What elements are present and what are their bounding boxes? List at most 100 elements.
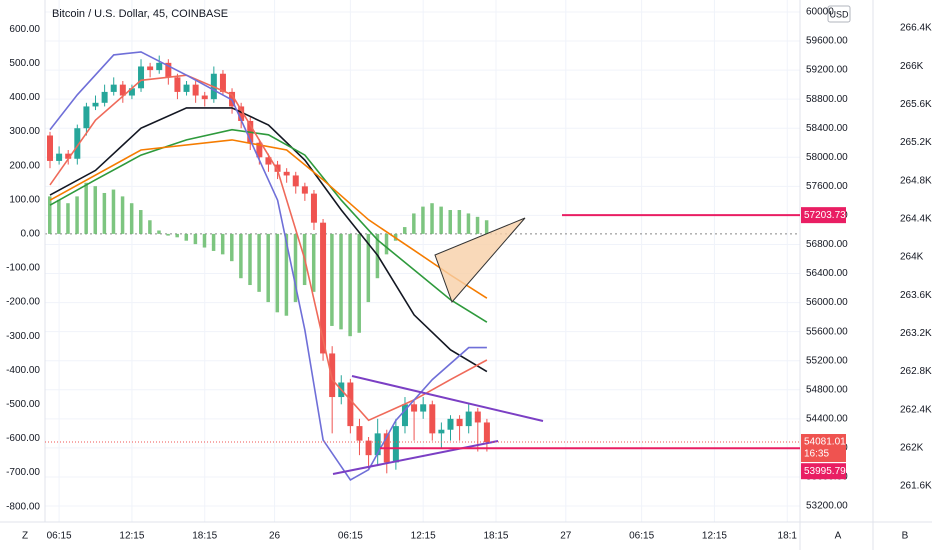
y-tick-label: 54800.00 [806, 384, 848, 395]
candle-body [274, 164, 281, 172]
y2-tick-label: -700.00 [6, 467, 40, 478]
histogram-bar [439, 206, 443, 234]
histogram-bar [157, 230, 161, 234]
support-tag [801, 463, 846, 480]
histogram-bar [220, 233, 225, 255]
y2-tick-label: -300.00 [6, 331, 40, 342]
x-tick-label: 12:15 [702, 531, 727, 542]
y2-tick-label: 600.00 [9, 24, 40, 35]
x-tick-label: 18:15 [483, 531, 508, 542]
histogram-bar [211, 233, 216, 251]
candle-body [256, 142, 263, 158]
histogram-bar [412, 213, 416, 234]
y-tick-label: 53200.00 [806, 501, 848, 512]
triangle-drawing [434, 217, 526, 303]
trendline [351, 375, 544, 422]
histogram-bar [66, 203, 70, 234]
level-tag [801, 207, 846, 224]
histogram-bar [175, 233, 179, 238]
candle-body [447, 418, 454, 430]
y3-tick-label: 265.6K [900, 99, 932, 110]
histogram-bar [475, 216, 480, 234]
candle-body [483, 422, 490, 443]
y-tick-label: 60000 [806, 7, 834, 18]
candle-body [401, 404, 408, 427]
candle-body [420, 404, 427, 412]
candle-body [101, 91, 108, 103]
x-tick-label: 06:15 [629, 531, 654, 542]
y2-tick-label: -500.00 [6, 399, 40, 410]
candle-body [147, 66, 154, 71]
y3-tick-label: 264.8K [900, 175, 932, 186]
histogram-bar [111, 189, 116, 234]
histogram-bar [384, 233, 389, 255]
currency[interactable]: USD [829, 9, 849, 19]
trendline [332, 440, 499, 475]
y3-tick-label: 262.8K [900, 366, 932, 377]
candle-body [165, 62, 172, 78]
candle-body [374, 433, 381, 456]
candle-body [301, 186, 308, 194]
histogram-bar [57, 199, 61, 234]
currency-box[interactable] [827, 5, 851, 23]
indicator-line [49, 139, 488, 299]
candle-body [56, 153, 63, 161]
candle-body [474, 411, 481, 423]
x-tick-label: 06:15 [47, 531, 72, 542]
histogram-bar [484, 220, 489, 234]
y2-tick-label: 400.00 [9, 92, 40, 103]
candle-body [265, 157, 272, 165]
y3-tick-label: 266K [900, 61, 924, 72]
candle-body [465, 411, 472, 427]
candle-body [320, 222, 327, 354]
candle-body [119, 84, 126, 96]
candle-body [310, 193, 317, 223]
histogram-bar [248, 233, 252, 286]
x-tick-label: 12:15 [119, 531, 144, 542]
y3-tick-label: 264K [900, 252, 924, 263]
histogram-bar [239, 233, 243, 279]
candle-body [65, 153, 72, 159]
candle-body [292, 175, 299, 187]
y3-tick-label: 264.4K [900, 213, 932, 224]
y2-tick-label: -600.00 [6, 433, 40, 444]
histogram-bar [257, 233, 261, 292]
y2-tick-label: 200.00 [9, 160, 40, 171]
indicator-line [49, 51, 487, 481]
y-tick-label: 58400.00 [806, 123, 848, 134]
candle-body [92, 102, 99, 107]
histogram-bar [48, 196, 52, 234]
x-tick-label: 06:15 [338, 531, 363, 542]
timezone-marker[interactable]: Z [22, 531, 28, 542]
y2-tick-label: -200.00 [6, 297, 40, 308]
candle-body [347, 382, 354, 427]
candle-body [392, 426, 399, 463]
auto-scale-button[interactable]: A [835, 531, 842, 542]
x-tick-label: 26 [269, 531, 281, 542]
histogram-bar [193, 233, 198, 245]
candle-body [183, 84, 190, 92]
x-tick-label: 18:1 [778, 531, 798, 542]
histogram-bar [421, 206, 425, 234]
histogram-bar [457, 210, 462, 234]
chart-title: Bitcoin / U.S. Dollar, 45, COINBASE [52, 8, 228, 20]
y2-tick-label: -100.00 [6, 263, 40, 274]
histogram-bar [448, 210, 452, 234]
y-tick-label: 54400.00 [806, 413, 848, 424]
y2-tick-label: 100.00 [9, 194, 40, 205]
histogram-bar [84, 182, 88, 234]
x-tick-label: 27 [560, 531, 572, 542]
histogram-bar [348, 233, 352, 337]
histogram-bar [311, 233, 316, 292]
candle-body [429, 404, 436, 434]
y2-tick-label: 300.00 [9, 126, 40, 137]
plot [45, 51, 800, 481]
level-tag-label: 57203.73 [804, 210, 846, 221]
candle-body [192, 84, 199, 96]
y-tick-label: 56400.00 [806, 268, 848, 279]
y-tick-label: 59600.00 [806, 36, 848, 47]
b-button[interactable]: B [902, 531, 909, 542]
y3-tick-label: 266.4K [900, 23, 932, 34]
